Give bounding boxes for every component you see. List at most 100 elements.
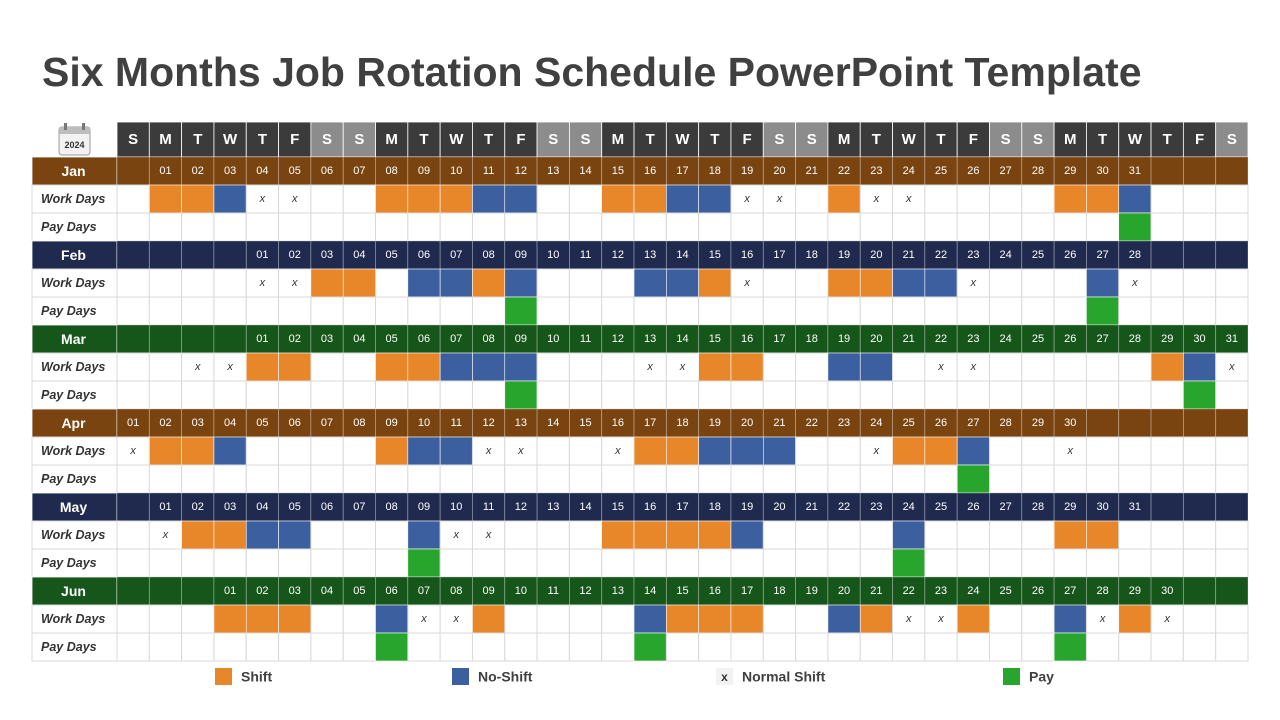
empty-cell bbox=[859, 520, 894, 550]
day-cell bbox=[795, 324, 829, 354]
shift-cell bbox=[698, 352, 732, 382]
day-number: 01 bbox=[159, 165, 171, 177]
empty-cell bbox=[762, 604, 797, 634]
shift-cell bbox=[407, 184, 441, 214]
empty-cell bbox=[1085, 380, 1120, 410]
day-number: 17 bbox=[773, 249, 785, 261]
weekday-cell bbox=[795, 121, 829, 158]
day-number: 16 bbox=[741, 249, 753, 261]
empty-cell bbox=[568, 632, 603, 662]
empty-cell bbox=[762, 632, 797, 662]
empty-cell bbox=[504, 464, 538, 494]
day-number: 14 bbox=[579, 501, 591, 513]
empty-cell bbox=[1118, 520, 1152, 550]
empty-cell bbox=[1182, 604, 1217, 634]
day-number: 12 bbox=[515, 165, 527, 177]
day-cell bbox=[698, 324, 732, 354]
empty-cell bbox=[1053, 296, 1087, 326]
weekday-label: T bbox=[1098, 131, 1107, 148]
day-number: 04 bbox=[321, 585, 333, 597]
day-cell bbox=[116, 576, 150, 606]
empty-cell bbox=[471, 212, 506, 242]
shift-cell bbox=[633, 520, 667, 550]
day-number: 05 bbox=[289, 165, 301, 177]
normal-shift-mark: x bbox=[420, 613, 427, 625]
pay-cell bbox=[504, 380, 538, 410]
no-shift-cell bbox=[666, 268, 699, 298]
day-number: 09 bbox=[418, 501, 430, 513]
day-number: 13 bbox=[644, 249, 656, 261]
shift-cell bbox=[698, 520, 732, 550]
day-cell bbox=[116, 492, 150, 522]
day-cell bbox=[1118, 576, 1152, 606]
empty-cell bbox=[892, 380, 926, 410]
empty-cell bbox=[795, 436, 829, 466]
empty-cell bbox=[1215, 520, 1249, 550]
empty-cell bbox=[988, 268, 1023, 298]
no-shift-cell bbox=[827, 352, 861, 382]
legend-marker: x bbox=[721, 670, 728, 684]
empty-cell bbox=[278, 296, 312, 326]
empty-cell bbox=[859, 548, 894, 578]
empty-cell bbox=[213, 352, 247, 382]
work-label: Work Days bbox=[41, 360, 105, 374]
no-shift-cell bbox=[892, 520, 926, 550]
day-cell bbox=[181, 492, 215, 522]
weekday-label: T bbox=[1163, 131, 1172, 148]
empty-cell bbox=[1053, 548, 1087, 578]
day-cell bbox=[1215, 576, 1249, 606]
shift-cell bbox=[859, 268, 893, 298]
empty-cell bbox=[956, 212, 990, 242]
work-label: Work Days bbox=[41, 444, 105, 458]
empty-cell bbox=[1021, 268, 1055, 298]
shift-cell bbox=[181, 520, 215, 550]
no-shift-cell bbox=[472, 184, 506, 214]
day-cell bbox=[536, 240, 570, 270]
empty-cell bbox=[504, 520, 538, 550]
empty-cell bbox=[148, 352, 183, 382]
pay-cell bbox=[407, 548, 441, 578]
normal-shift-mark: x bbox=[873, 445, 880, 457]
day-number: 13 bbox=[547, 165, 559, 177]
shift-cell bbox=[698, 268, 732, 298]
empty-cell bbox=[924, 632, 958, 662]
empty-cell bbox=[1215, 296, 1249, 326]
empty-cell bbox=[439, 296, 473, 326]
day-number: 15 bbox=[709, 249, 721, 261]
month-label: May bbox=[60, 499, 87, 515]
day-number: 23 bbox=[935, 585, 947, 597]
day-cell bbox=[1021, 492, 1055, 522]
day-number: 09 bbox=[482, 585, 494, 597]
empty-cell bbox=[730, 548, 764, 578]
weekday-cell bbox=[181, 121, 215, 158]
empty-cell bbox=[536, 520, 570, 550]
day-cell bbox=[278, 408, 312, 438]
empty-cell bbox=[148, 464, 183, 494]
day-number: 07 bbox=[450, 249, 462, 261]
empty-cell bbox=[956, 520, 990, 550]
empty-cell bbox=[859, 380, 894, 410]
empty-cell bbox=[795, 632, 829, 662]
day-number: 05 bbox=[256, 417, 268, 429]
empty-cell bbox=[1182, 520, 1217, 550]
pay-label: Pay Days bbox=[41, 472, 97, 486]
empty-cell bbox=[1150, 604, 1184, 634]
empty-cell bbox=[181, 268, 215, 298]
pay-label: Pay Days bbox=[41, 556, 97, 570]
no-shift-cell bbox=[924, 268, 958, 298]
day-cell bbox=[698, 156, 732, 186]
empty-cell bbox=[536, 548, 570, 578]
empty-cell bbox=[601, 604, 635, 634]
shift-cell bbox=[375, 352, 409, 382]
empty-cell bbox=[827, 212, 861, 242]
day-cell bbox=[536, 408, 570, 438]
empty-cell bbox=[342, 464, 377, 494]
day-number: 11 bbox=[483, 165, 494, 177]
empty-cell bbox=[439, 520, 473, 550]
legend-swatch bbox=[1003, 668, 1020, 685]
day-number: 21 bbox=[806, 165, 818, 177]
weekday-label: F bbox=[290, 131, 299, 148]
empty-cell bbox=[924, 520, 958, 550]
day-number: 16 bbox=[612, 417, 624, 429]
